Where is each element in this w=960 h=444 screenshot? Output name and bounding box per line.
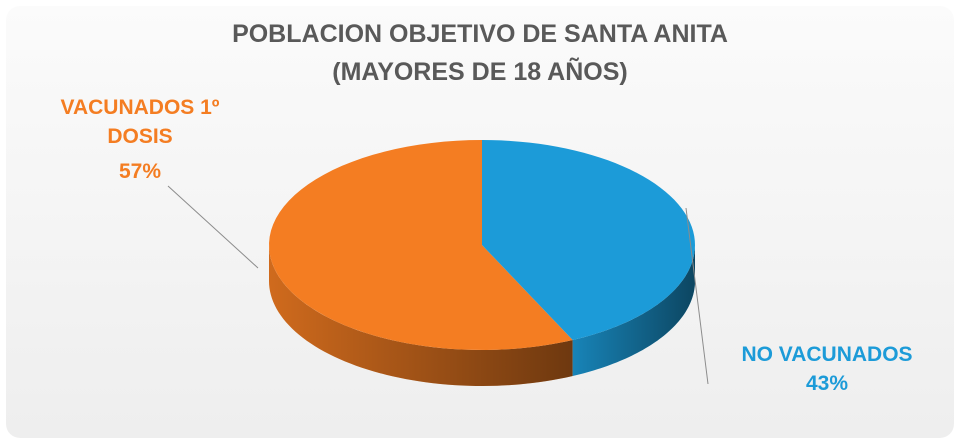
slice bbox=[269, 140, 573, 350]
value-label: 57% bbox=[118, 160, 162, 183]
category-label: VACUNADOS 1º DOSIS bbox=[60, 96, 220, 148]
leader-line bbox=[167, 185, 259, 269]
slice bbox=[482, 140, 695, 341]
slice-side-shade bbox=[269, 245, 573, 386]
category-label: NO VACUNADOS bbox=[741, 343, 913, 366]
value-label: 43% bbox=[805, 372, 849, 395]
slice-side-shade bbox=[572, 245, 695, 377]
chart-title: POBLACION OBJETIVO DE SANTA ANITA bbox=[232, 20, 728, 48]
leader-line bbox=[685, 207, 709, 385]
chart-subtitle: (MAYORES DE 18 AÑOS) bbox=[332, 58, 628, 86]
